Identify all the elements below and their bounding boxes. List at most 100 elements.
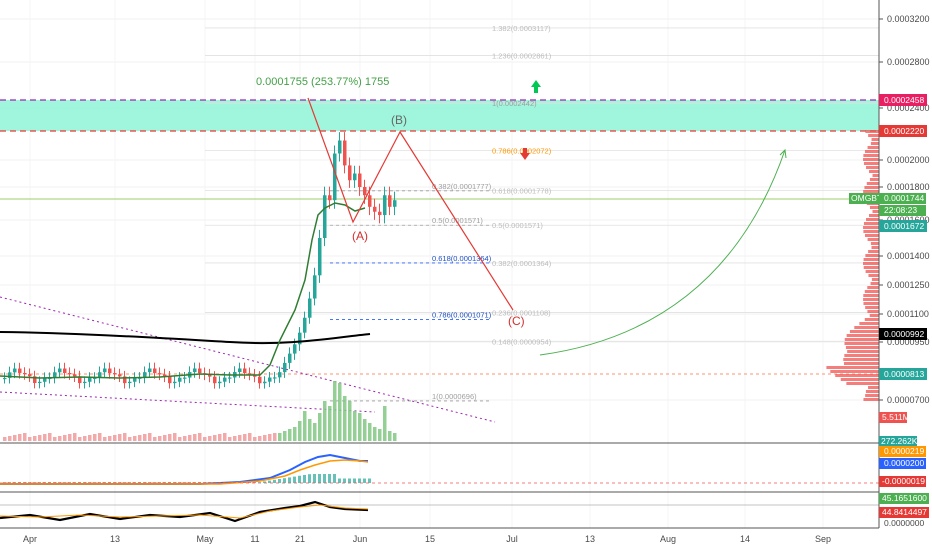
macd-label-1: 0.0000219	[884, 446, 924, 456]
volume-bar	[58, 436, 62, 441]
volume-bar	[273, 433, 277, 441]
macd-histogram-bar	[283, 478, 286, 483]
y-tick-label: 0.0001800	[887, 182, 930, 192]
macd-histogram-bar	[68, 482, 71, 483]
symbol-label: OMGBTC	[851, 193, 888, 203]
volume-bar	[243, 434, 247, 441]
macd-histogram-bar	[253, 482, 256, 483]
candle-body	[293, 344, 297, 354]
volume-bar	[333, 381, 337, 441]
volume-bar	[278, 433, 282, 441]
x-tick-label: Jun	[353, 534, 368, 544]
macd-histogram-bar	[308, 474, 311, 483]
candle-body	[13, 368, 17, 373]
fib-retrace-label: 0.786(0.0001071)	[432, 310, 492, 319]
volume-bar	[298, 421, 302, 441]
volume-profile-bar	[863, 294, 879, 297]
volume-profile-bar	[863, 230, 879, 233]
fib-ext-label: 0.382(0.0001364)	[492, 259, 552, 268]
symbol-badge: OMGBTC 0.0001744 22:08:23	[849, 193, 926, 216]
macd-histogram-bar	[53, 482, 56, 483]
volume-profile-bar	[869, 170, 879, 173]
candle-body	[38, 381, 42, 384]
wave-c-label: (C)	[508, 314, 525, 328]
macd-histogram-bar	[38, 482, 41, 483]
candle-body	[133, 377, 137, 382]
candle-body	[328, 195, 332, 201]
last-price-label: 0.0001744	[884, 193, 924, 203]
candle-body	[88, 377, 92, 382]
volume-bar	[173, 433, 177, 441]
macd-histogram-bar	[18, 482, 21, 483]
candle-body	[53, 372, 57, 378]
time-axis-ticks: Apr 13 May 11 21 Jun 15 Jul 13 Aug 14 Sep	[23, 534, 831, 544]
candle-body	[373, 206, 377, 212]
volume-bar	[23, 433, 27, 441]
candle-body	[263, 381, 267, 384]
volume-bar	[348, 401, 352, 441]
volume-bar	[238, 435, 242, 441]
volume-profile-bar	[871, 278, 879, 281]
green-arc-arrowhead	[779, 148, 787, 159]
macd-histogram-bar	[48, 482, 51, 483]
y-tick-label: 0.0002800	[887, 57, 930, 67]
grid	[0, 0, 879, 528]
candle-body	[298, 332, 302, 345]
volume-bar	[63, 435, 67, 441]
fib-extension-levels: 1.382(0.0003117) 1.236(0.0002861) 1(0.0002…	[205, 24, 879, 346]
macd-histogram-bar	[348, 478, 351, 483]
volume-profile-bar	[843, 362, 879, 365]
macd-histogram-bar	[303, 475, 306, 483]
x-tick-label: Aug	[660, 534, 676, 544]
volume-profile-bar	[863, 266, 879, 269]
volume-profile-bar	[844, 338, 879, 341]
volume-bar	[293, 427, 297, 441]
macd-histogram-bar	[88, 482, 91, 483]
volume-bar	[183, 436, 187, 441]
volume-bar	[123, 433, 127, 441]
volume-bar	[368, 423, 372, 441]
macd-histogram-bar	[228, 482, 231, 483]
macd-histogram-bar	[363, 478, 366, 483]
volume-bar	[38, 435, 42, 441]
price-badge	[879, 220, 927, 232]
macd-histogram-bar	[278, 479, 281, 483]
macd-histogram-bar	[123, 482, 126, 483]
volume-profile-bar	[869, 178, 879, 181]
macd-histogram-bar	[288, 477, 291, 483]
candle-body	[93, 377, 97, 379]
candle-body	[343, 140, 347, 166]
x-tick-label: 13	[110, 534, 120, 544]
volume-profile-bar	[863, 158, 879, 161]
volume-profile-bar	[864, 186, 879, 189]
resistance-zone	[0, 100, 879, 131]
volume-bar	[318, 413, 322, 441]
elliott-wave-projection	[307, 97, 514, 311]
price-badge	[879, 368, 927, 380]
volume-bar	[248, 433, 252, 441]
candle-body	[73, 374, 77, 377]
macd-histogram-bar	[158, 482, 161, 483]
volume-bar	[208, 436, 212, 441]
candle-body	[128, 381, 132, 384]
price-badge-label: 0.0000813	[884, 369, 924, 379]
candle-body	[28, 374, 32, 377]
fib-retrace-label: 1(0.0000696)	[432, 392, 477, 401]
volume-bar	[233, 436, 237, 441]
x-tick-label: 14	[740, 534, 750, 544]
peak-annotation: 0.0001755 (253.77%) 1755	[256, 76, 389, 88]
candle-body	[248, 373, 252, 375]
fib-retrace-label: 0.618(0.0001364)	[432, 254, 492, 263]
macd-histogram-bar	[323, 474, 326, 483]
macd-histogram-bar	[28, 482, 31, 483]
macd-histogram-bar	[3, 482, 6, 483]
volume-profile-bar	[863, 190, 879, 193]
fib-ext-label: 0.5(0.0001571)	[492, 221, 543, 230]
stoch-label-1: 45.1651600	[882, 493, 927, 503]
volume-profile-bar	[864, 150, 879, 153]
macd-histogram-bar	[343, 478, 346, 483]
macd-histogram-bar	[198, 482, 201, 483]
volume-profile-bar	[868, 386, 879, 389]
macd-histogram-bar	[223, 482, 226, 483]
